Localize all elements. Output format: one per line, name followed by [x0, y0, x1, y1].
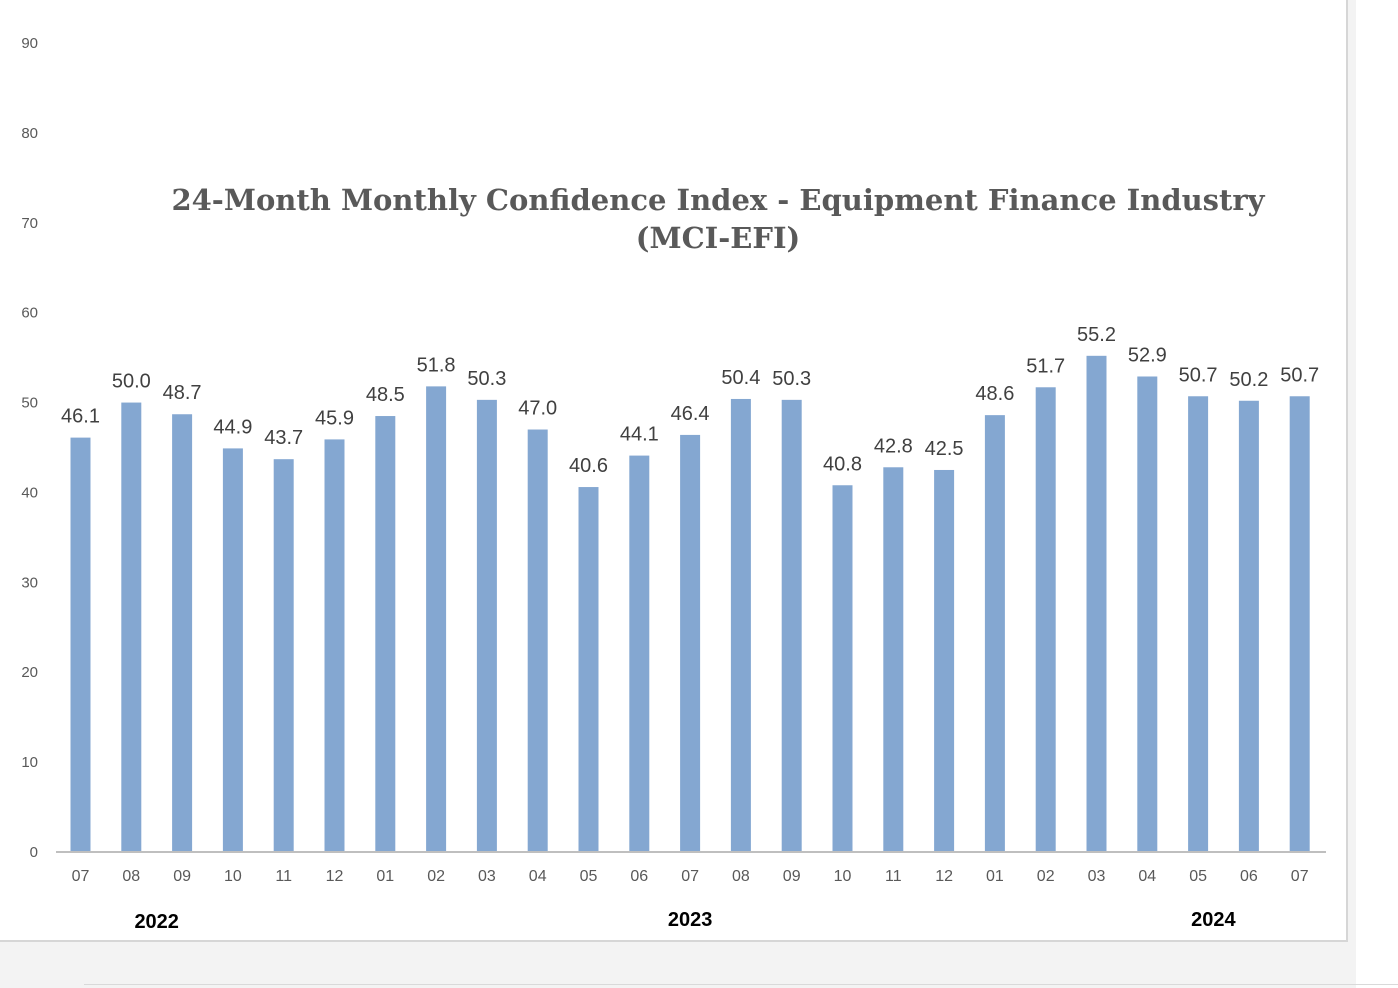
y-tick-label: 0	[30, 844, 38, 861]
year-label: 2022	[134, 911, 179, 933]
data-label: 50.3	[467, 368, 506, 390]
data-label: 46.4	[671, 403, 710, 425]
x-tick-label: 09	[173, 868, 191, 885]
data-labels: 46.1 50.0 48.7 44.9 43.7 45.9 48.5 51.8 50.3 47.0…	[61, 324, 1319, 477]
chart-title-line-2: (MCI-EFI)	[636, 221, 800, 255]
y-tick-label: 50	[21, 395, 38, 412]
y-tick-label: 60	[21, 305, 38, 322]
y-tick-label: 10	[21, 754, 38, 771]
data-label: 45.9	[315, 407, 354, 429]
data-label: 40.6	[569, 455, 608, 477]
bar	[730, 398, 751, 852]
year-label: 2024	[1191, 909, 1236, 931]
bar	[680, 434, 701, 852]
bar	[375, 416, 396, 852]
bar	[629, 455, 650, 852]
x-tick-label: 06	[630, 868, 648, 885]
bar	[781, 399, 802, 852]
bars	[70, 355, 1310, 852]
data-label: 44.9	[213, 416, 252, 438]
data-label: 48.6	[975, 383, 1014, 405]
y-tick-label: 90	[21, 35, 38, 52]
x-tick-label: 08	[732, 868, 750, 885]
bottom-divider	[84, 984, 1398, 985]
x-tick-label: 11	[275, 868, 292, 885]
bar	[578, 487, 599, 852]
bar	[1289, 396, 1310, 852]
x-tick-label: 09	[783, 868, 801, 885]
bar	[273, 459, 294, 852]
data-label: 48.7	[163, 382, 202, 404]
y-tick-label: 40	[21, 484, 38, 501]
chart-title-line-1: 24-Month Monthly Confidence Index - Equi…	[171, 183, 1265, 217]
bar	[1238, 400, 1259, 852]
data-label: 40.8	[823, 453, 862, 475]
x-tick-label: 07	[681, 868, 699, 885]
right-margin-strip	[1356, 0, 1398, 988]
bar	[172, 414, 193, 852]
data-label: 48.5	[366, 384, 405, 406]
data-label: 51.7	[1026, 355, 1065, 377]
x-tick-label: 05	[580, 868, 598, 885]
data-label: 50.4	[721, 367, 760, 389]
bar	[222, 448, 243, 852]
bar	[1188, 396, 1209, 852]
bar	[527, 429, 548, 852]
data-label: 50.7	[1280, 364, 1319, 386]
bar	[476, 399, 497, 852]
x-tick-label: 07	[72, 868, 90, 885]
data-label: 44.1	[620, 424, 659, 446]
year-labels: 2022 2023 2024	[134, 909, 1236, 933]
x-tick-label: 11	[885, 868, 902, 885]
bar	[426, 386, 447, 852]
x-tick-label: 12	[935, 868, 953, 885]
data-label: 42.8	[874, 435, 913, 457]
year-label: 2023	[668, 909, 713, 931]
data-label: 42.5	[925, 438, 964, 460]
x-tick-label: 03	[1088, 868, 1106, 885]
x-tick-label: 02	[1037, 868, 1055, 885]
data-label: 43.7	[264, 427, 303, 449]
x-tick-label: 04	[1138, 868, 1156, 885]
data-label: 47.0	[518, 398, 557, 420]
x-tick-label: 08	[122, 868, 140, 885]
bar	[883, 467, 904, 852]
bar	[1137, 376, 1158, 852]
data-label: 52.9	[1128, 344, 1167, 366]
y-tick-label: 20	[21, 664, 38, 681]
y-tick-label: 70	[21, 215, 38, 232]
data-label: 50.7	[1179, 364, 1218, 386]
x-tick-label: 10	[834, 868, 852, 885]
bar	[934, 469, 955, 852]
x-tick-label: 05	[1189, 868, 1207, 885]
bar	[984, 415, 1005, 852]
x-tick-label: 10	[224, 868, 242, 885]
x-axis-labels: 07 08 09 10 11 12 01 02 03 04 05 06 07 08 09 10 11 12 01 02…	[72, 868, 1309, 885]
x-tick-label: 07	[1291, 868, 1309, 885]
x-tick-label: 12	[326, 868, 344, 885]
data-label: 51.8	[417, 354, 456, 376]
data-label: 50.3	[772, 368, 811, 390]
bar	[832, 485, 853, 852]
x-tick-label: 03	[478, 868, 496, 885]
y-axis-labels: 0 10 20 30 40 50 60 70 80 90	[21, 35, 38, 861]
data-label: 55.2	[1077, 324, 1116, 346]
y-tick-label: 30	[21, 574, 38, 591]
x-tick-label: 04	[529, 868, 547, 885]
bar	[324, 439, 345, 852]
x-tick-label: 01	[376, 868, 394, 885]
data-label: 50.0	[112, 371, 151, 393]
bar	[121, 402, 142, 852]
bar	[70, 437, 91, 852]
x-tick-label: 01	[986, 868, 1004, 885]
data-label: 46.1	[61, 406, 100, 428]
bar	[1035, 387, 1056, 852]
y-tick-label: 80	[21, 125, 38, 142]
bar	[1086, 355, 1107, 852]
x-tick-label: 06	[1240, 868, 1258, 885]
data-label: 50.2	[1229, 369, 1268, 391]
x-tick-label: 02	[427, 868, 445, 885]
